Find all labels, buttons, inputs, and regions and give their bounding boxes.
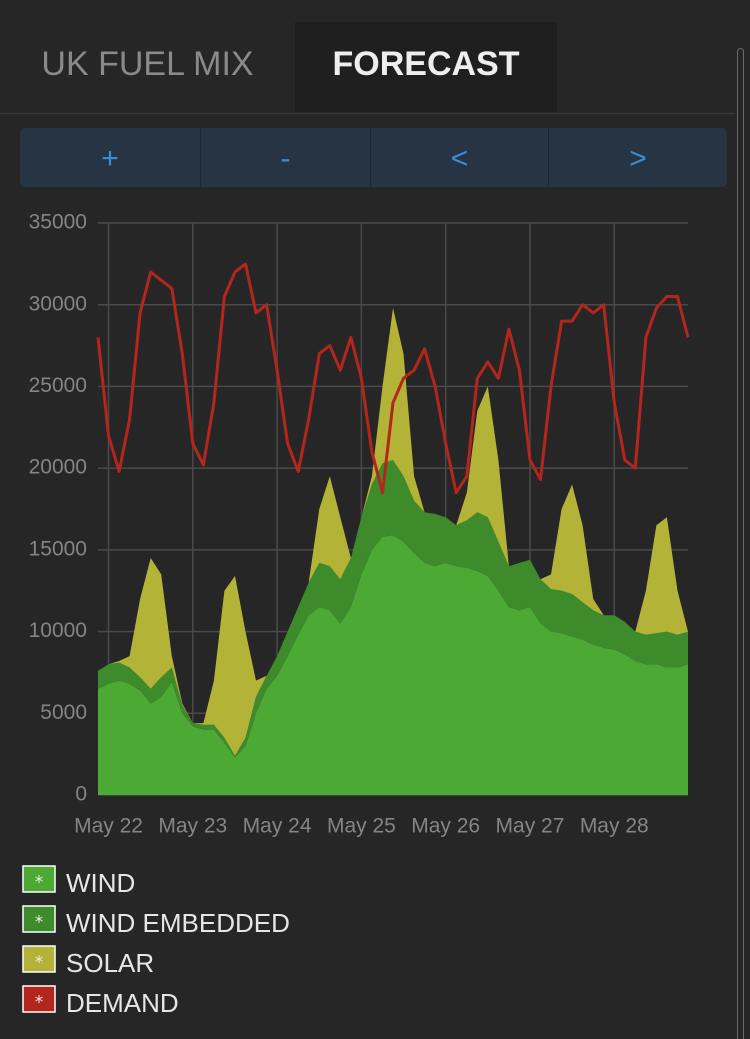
x-tick-label: May 27 — [496, 815, 565, 838]
y-tick-label: 35000 — [29, 211, 87, 234]
legend-icon — [35, 955, 43, 963]
area — [98, 460, 688, 758]
legend-icon — [35, 915, 43, 923]
y-tick-label: 20000 — [29, 456, 87, 479]
prev-button[interactable]: < — [370, 128, 548, 187]
y-tick-label: 5000 — [40, 701, 87, 724]
button-bar: + - < > — [20, 128, 727, 187]
tab[interactable]: UK FUEL MIX — [41, 45, 254, 83]
x-tick-label: May 26 — [411, 815, 480, 838]
legend-label: SOLAR — [66, 948, 154, 978]
tab[interactable]: FORECAST — [295, 22, 557, 112]
demand-line — [96, 262, 690, 495]
divider — [0, 113, 735, 114]
next-button[interactable]: > — [548, 128, 727, 187]
y-tick-label: 0 — [75, 783, 87, 806]
x-tick-label: May 25 — [327, 815, 396, 838]
area — [98, 535, 688, 795]
zoom-out-button[interactable]: - — [200, 128, 370, 187]
y-tick-label: 30000 — [29, 292, 87, 315]
scrollbar — [737, 48, 744, 1039]
x-tick-label: May 23 — [158, 815, 227, 838]
legend-label: WIND EMBEDDED — [66, 908, 290, 938]
area — [98, 308, 688, 756]
y-tick-label: 25000 — [29, 374, 87, 397]
x-tick-label: May 28 — [580, 815, 649, 838]
legend-swatch — [22, 865, 56, 893]
legend-label: DEMAND — [66, 988, 179, 1018]
legend-icon — [35, 995, 43, 1003]
x-tick-label: May 24 — [243, 815, 312, 838]
legend-icon — [35, 875, 43, 883]
x-tick-label: May 22 — [74, 815, 143, 838]
zoom-in-button[interactable]: + — [101, 142, 119, 175]
legend-label: WIND — [66, 868, 135, 898]
y-tick-label: 15000 — [29, 537, 87, 560]
y-tick-label: 10000 — [29, 619, 87, 642]
